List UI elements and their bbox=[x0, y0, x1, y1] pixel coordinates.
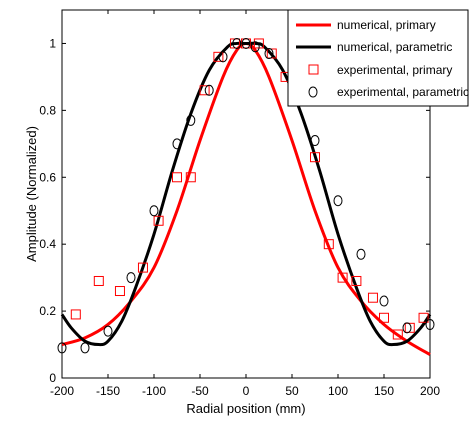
data-point-experimental-primary bbox=[351, 275, 362, 286]
x-tick-label: 200 bbox=[420, 384, 440, 398]
legend-label-experimental-parametric: experimental, parametric bbox=[337, 85, 469, 99]
data-point-experimental-parametric bbox=[310, 134, 320, 146]
legend-label-numerical-parametric: numerical, parametric bbox=[337, 40, 452, 54]
data-point-experimental-parametric bbox=[204, 84, 214, 96]
x-axis-title: Radial position (mm) bbox=[186, 401, 305, 416]
data-point-experimental-primary bbox=[70, 309, 81, 320]
legend-label-experimental-primary: experimental, primary bbox=[337, 63, 452, 77]
data-point-experimental-parametric bbox=[80, 342, 90, 354]
x-tick-label: 100 bbox=[328, 384, 348, 398]
data-point-experimental-primary bbox=[172, 172, 182, 183]
x-tick-label: -150 bbox=[96, 384, 120, 398]
data-point-experimental-parametric bbox=[172, 138, 182, 150]
y-tick-label: 0 bbox=[49, 371, 56, 385]
data-point-experimental-primary bbox=[114, 286, 125, 297]
data-point-experimental-primary bbox=[213, 51, 224, 62]
data-point-experimental-primary bbox=[418, 312, 429, 323]
data-point-experimental-primary bbox=[266, 48, 277, 59]
data-point-experimental-primary bbox=[310, 152, 320, 163]
data-point-experimental-primary bbox=[379, 312, 389, 323]
x-tick-label: 150 bbox=[374, 384, 394, 398]
legend-label-numerical-primary: numerical, primary bbox=[337, 18, 436, 32]
data-point-experimental-parametric bbox=[264, 47, 274, 59]
tick-layer: -200 -150 -100 -50 0 50 100 150 200 0 0.2 0.4 0.6 0.8… bbox=[39, 10, 440, 398]
y-tick-label: 0.2 bbox=[39, 304, 56, 318]
data-point-experimental-primary bbox=[199, 85, 210, 96]
data-point-experimental-primary bbox=[137, 262, 148, 273]
data-point-experimental-parametric bbox=[241, 37, 251, 49]
data-point-experimental-parametric bbox=[333, 195, 343, 207]
y-tick-label: 0.6 bbox=[39, 170, 56, 184]
series-line-numerical-parametric bbox=[60, 41, 432, 347]
data-point-experimental-primary bbox=[367, 292, 378, 303]
x-tick-label: 50 bbox=[285, 384, 299, 398]
x-tick-label: 0 bbox=[243, 384, 250, 398]
y-tick-label: 1 bbox=[49, 36, 56, 50]
data-point-experimental-primary bbox=[337, 272, 348, 283]
data-point-experimental-parametric bbox=[126, 272, 136, 284]
data-point-experimental-primary bbox=[392, 329, 403, 340]
data-point-experimental-parametric bbox=[425, 318, 435, 330]
y-axis-title: Amplitude (Normalized) bbox=[24, 126, 39, 262]
data-point-experimental-parametric bbox=[402, 322, 412, 334]
data-point-experimental-parametric bbox=[103, 325, 113, 337]
x-tick-label: -50 bbox=[191, 384, 209, 398]
data-point-experimental-parametric bbox=[232, 37, 242, 49]
legend-marker-experimental-parametric bbox=[308, 86, 318, 98]
y-tick-label: 0.4 bbox=[39, 237, 56, 251]
data-point-experimental-parametric bbox=[186, 114, 196, 126]
legend: numerical, primary numerical, parametric… bbox=[287, 9, 469, 107]
data-point-experimental-parametric bbox=[57, 342, 67, 354]
data-point-experimental-parametric bbox=[218, 51, 228, 63]
data-point-experimental-primary bbox=[153, 215, 164, 226]
x-tick-label: -100 bbox=[142, 384, 166, 398]
series-layer bbox=[57, 37, 435, 356]
data-point-experimental-primary bbox=[404, 322, 415, 333]
data-point-experimental-parametric bbox=[250, 41, 260, 53]
x-tick-label: -200 bbox=[50, 384, 74, 398]
data-point-experimental-parametric bbox=[149, 205, 159, 217]
legend-marker-experimental-primary bbox=[308, 64, 319, 75]
data-point-experimental-parametric bbox=[379, 295, 389, 307]
data-point-experimental-primary bbox=[323, 239, 334, 250]
data-point-experimental-primary bbox=[93, 275, 104, 286]
y-tick-label: 0.8 bbox=[39, 103, 56, 117]
data-point-experimental-parametric bbox=[356, 248, 366, 260]
data-point-experimental-primary bbox=[185, 172, 196, 183]
